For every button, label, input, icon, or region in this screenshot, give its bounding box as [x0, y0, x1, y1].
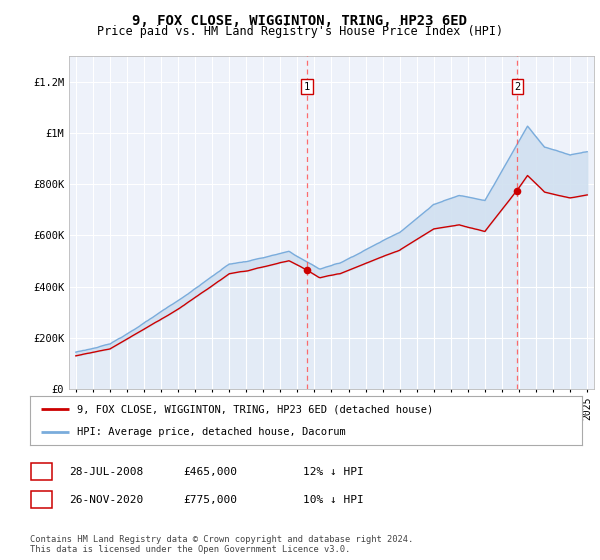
Text: 10% ↓ HPI: 10% ↓ HPI — [303, 494, 364, 505]
Text: 28-JUL-2008: 28-JUL-2008 — [69, 466, 143, 477]
Text: 1: 1 — [38, 466, 44, 477]
Text: 12% ↓ HPI: 12% ↓ HPI — [303, 466, 364, 477]
Text: HPI: Average price, detached house, Dacorum: HPI: Average price, detached house, Daco… — [77, 427, 346, 437]
Text: 9, FOX CLOSE, WIGGINTON, TRING, HP23 6ED (detached house): 9, FOX CLOSE, WIGGINTON, TRING, HP23 6ED… — [77, 404, 433, 414]
Text: 26-NOV-2020: 26-NOV-2020 — [69, 494, 143, 505]
Text: 9, FOX CLOSE, WIGGINTON, TRING, HP23 6ED: 9, FOX CLOSE, WIGGINTON, TRING, HP23 6ED — [133, 14, 467, 28]
Text: 2: 2 — [38, 494, 44, 505]
Text: £775,000: £775,000 — [183, 494, 237, 505]
Text: Contains HM Land Registry data © Crown copyright and database right 2024.
This d: Contains HM Land Registry data © Crown c… — [30, 535, 413, 554]
Text: Price paid vs. HM Land Registry's House Price Index (HPI): Price paid vs. HM Land Registry's House … — [97, 25, 503, 38]
Text: 1: 1 — [304, 82, 310, 92]
Text: £465,000: £465,000 — [183, 466, 237, 477]
Text: 2: 2 — [514, 82, 520, 92]
